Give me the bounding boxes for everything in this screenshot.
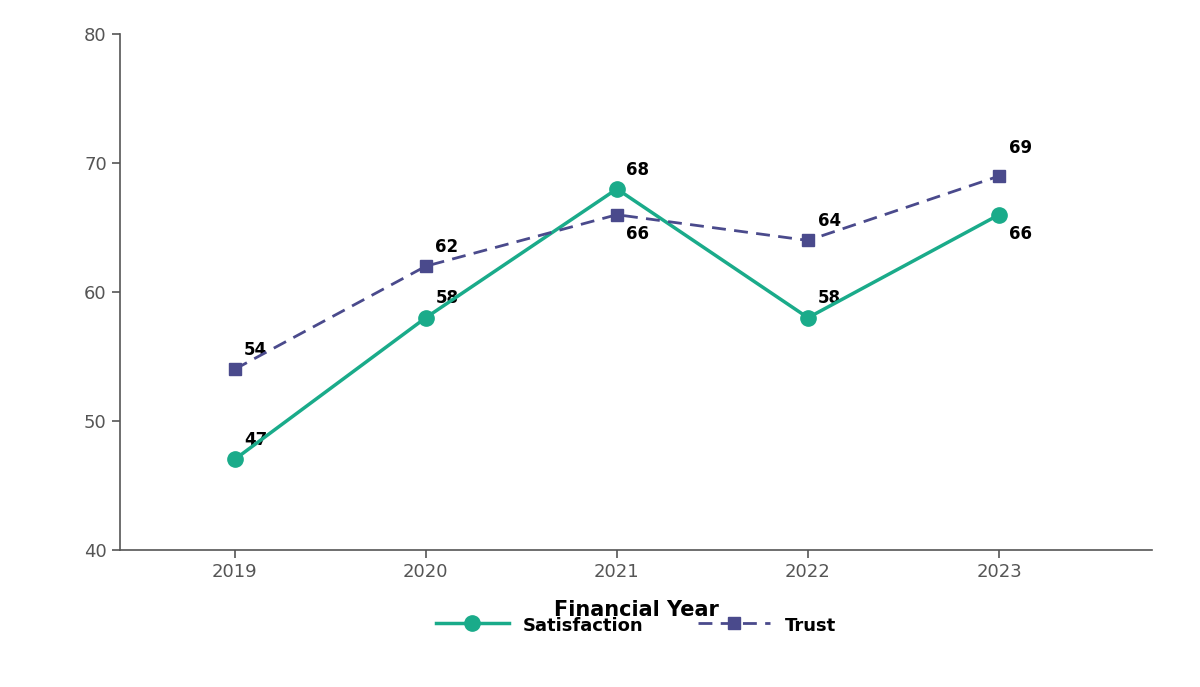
Text: 66: 66 [626,225,649,243]
Text: 58: 58 [817,289,840,308]
Satisfaction [419,313,433,322]
Text: 64: 64 [817,212,841,230]
Text: 47: 47 [245,431,268,449]
Satisfaction [800,313,815,322]
X-axis label: Financial Year: Financial Year [553,600,719,620]
Line: Trust: Trust [229,170,1004,375]
Trust [992,172,1007,180]
Trust [228,365,242,373]
Trust [800,236,815,245]
Text: 69: 69 [1009,139,1032,157]
Satisfaction [992,210,1007,218]
Text: 66: 66 [1009,225,1032,243]
Text: 54: 54 [245,341,268,359]
Satisfaction [228,455,242,464]
Text: 68: 68 [626,161,649,179]
Trust [610,210,624,218]
Trust [419,262,433,270]
Text: 58: 58 [436,289,458,308]
Satisfaction [610,185,624,193]
Line: Satisfaction: Satisfaction [227,181,1007,467]
Legend: Satisfaction, Trust: Satisfaction, Trust [430,607,842,644]
Text: 62: 62 [436,238,458,256]
